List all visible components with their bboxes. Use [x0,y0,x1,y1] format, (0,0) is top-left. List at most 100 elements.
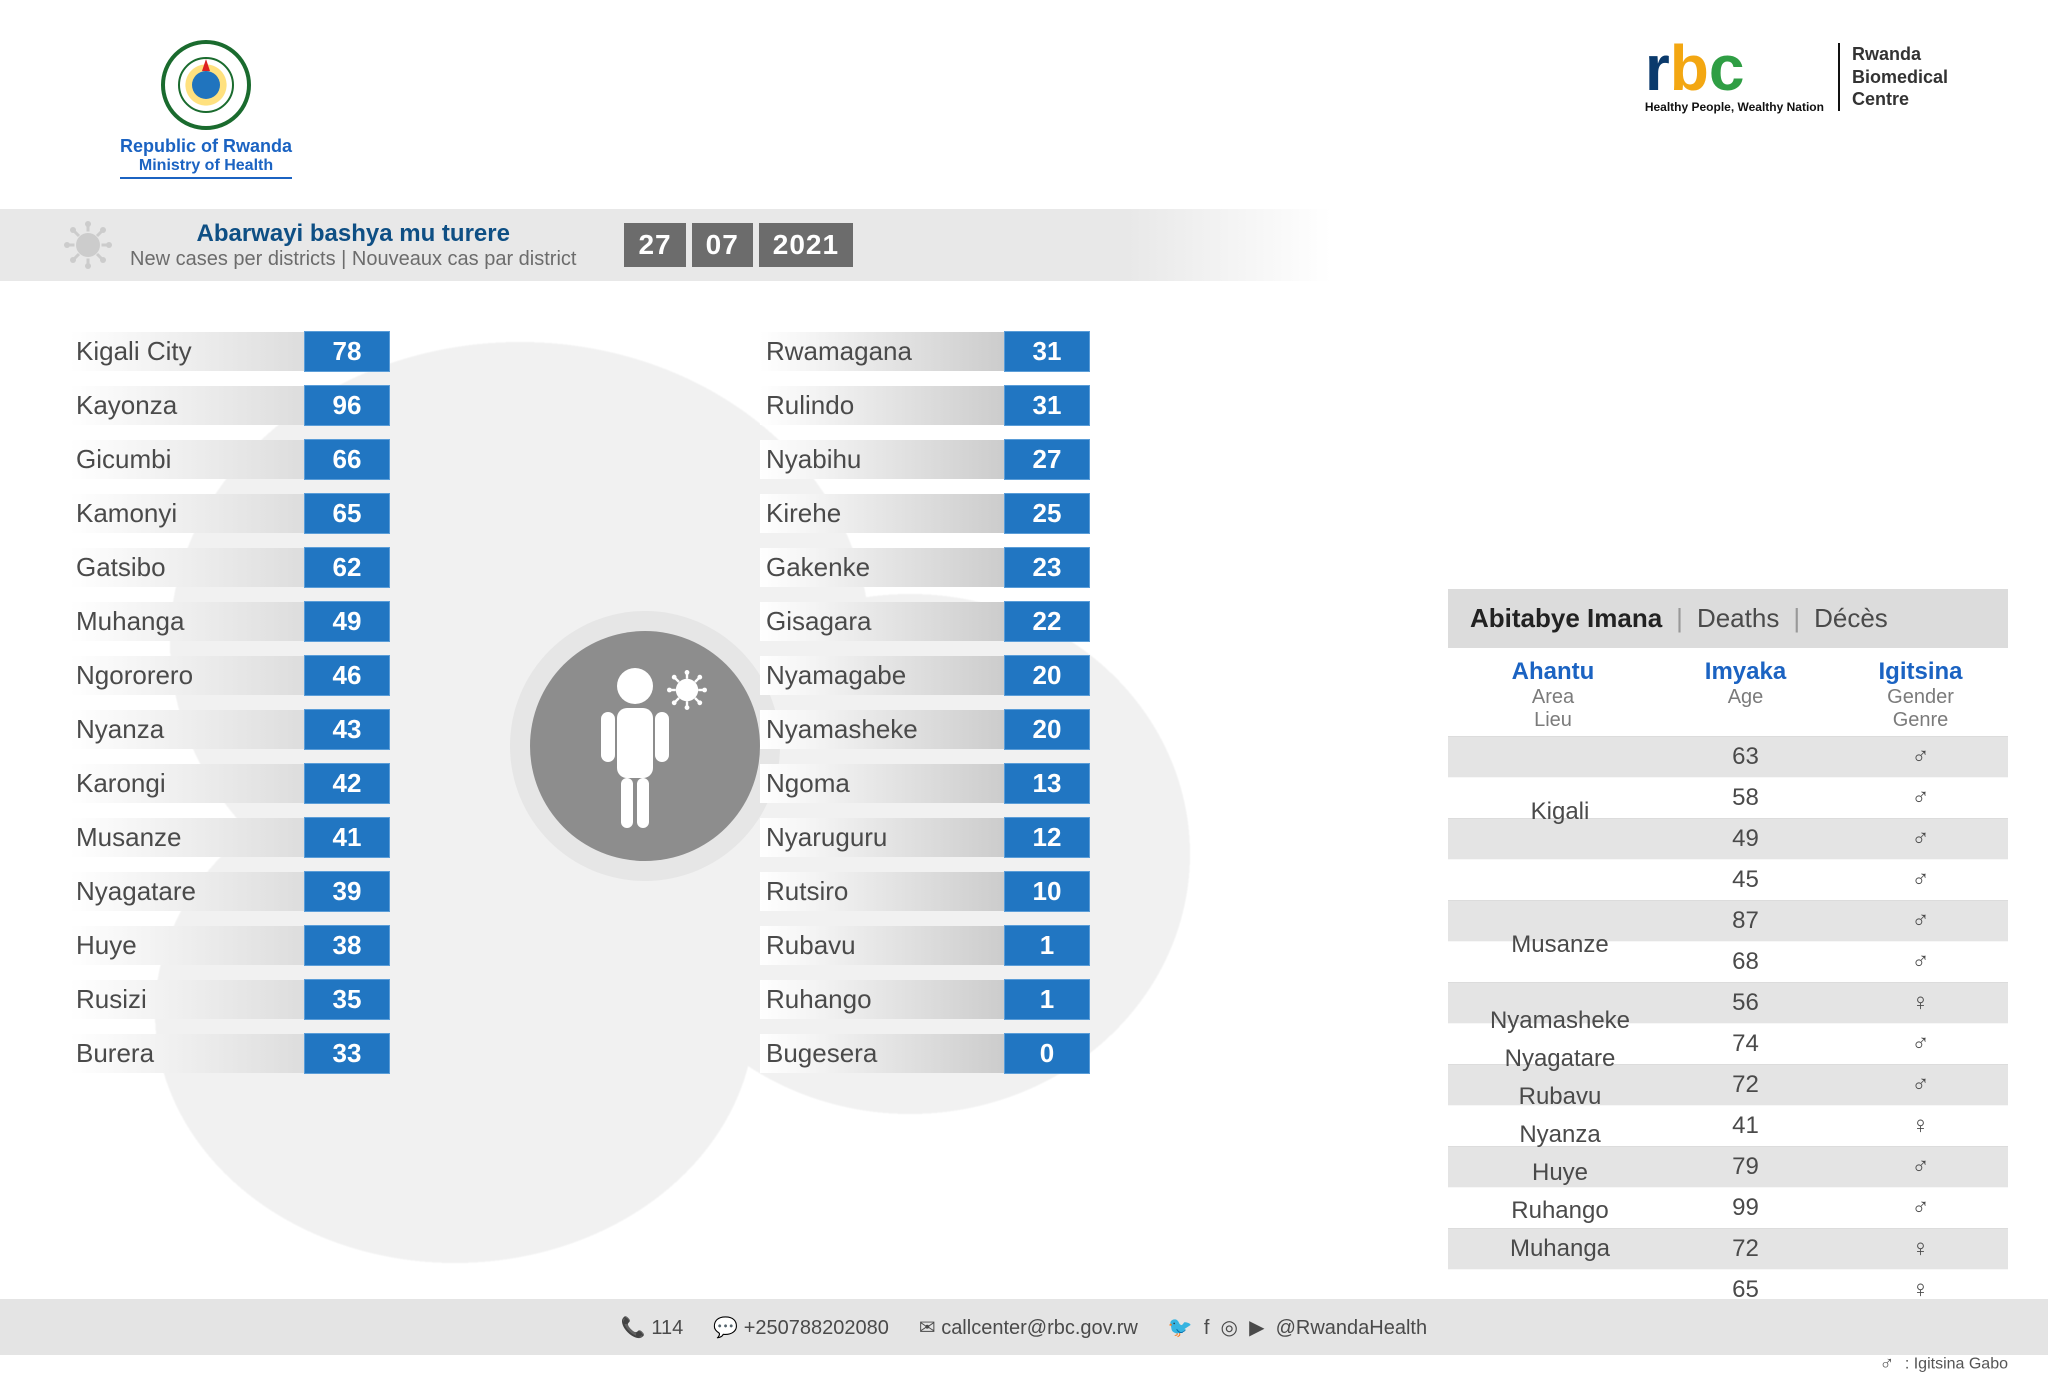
district-row: Rulindo31 [760,385,1090,425]
district-value: 1 [1004,925,1090,966]
email-icon: ✉ callcenter@rbc.gov.rw [919,1315,1138,1340]
death-row: 45♂ [1448,859,2008,900]
deaths-title-kn: Abitabye Imana [1470,603,1662,634]
district-row: Nyagatare39 [70,871,390,911]
rbc-name: RwandaBiomedicalCentre [1838,43,1948,111]
district-label: Rulindo [760,386,1004,425]
col-gender-fr: Genre [1833,709,2008,732]
district-label: Nyamasheke [760,710,1004,749]
district-value: 10 [1004,871,1090,912]
district-row: Rwamagana31 [760,331,1090,371]
death-gender: ♂ [1833,736,2008,777]
death-gender: ♂ [1833,1023,2008,1064]
district-value: 49 [304,601,390,642]
district-label: Rubavu [760,926,1004,965]
phone-icon: 📞 114 [621,1315,683,1340]
death-age: 58 [1658,777,1833,818]
district-label: Nyaruguru [760,818,1004,857]
death-gender: ♂ [1833,1064,2008,1105]
district-label: Ngoma [760,764,1004,803]
death-gender: ♀ [1833,1228,2008,1269]
date-day: 27 [624,223,685,267]
district-value: 33 [304,1033,390,1074]
death-gender: ♂ [1833,777,2008,818]
district-row: Gisagara22 [760,601,1090,641]
district-label: Ngororero [70,656,304,695]
district-label: Kamonyi [70,494,304,533]
district-value: 27 [1004,439,1090,480]
district-label: Ruhango [760,980,1004,1019]
district-row: Gicumbi66 [70,439,390,479]
district-value: 96 [304,385,390,426]
death-gender: ♂ [1833,941,2008,982]
deaths-header: Abitabye Imana | Deaths | Décès [1448,589,2008,648]
district-value: 66 [304,439,390,480]
district-value: 12 [1004,817,1090,858]
district-row: Kamonyi65 [70,493,390,533]
ministry-line2: Ministry of Health [120,157,292,179]
district-label: Karongi [70,764,304,803]
district-row: Rubavu1 [760,925,1090,965]
district-label: Nyanza [70,710,304,749]
district-label: Nyabihu [760,440,1004,479]
death-age: 63 [1658,736,1833,777]
district-row: Bugesera0 [760,1033,1090,1073]
death-area [1448,736,1658,777]
death-age: 72 [1658,1064,1833,1105]
district-row: Karongi42 [70,763,390,803]
district-value: 20 [1004,709,1090,750]
district-row: Nyanza43 [70,709,390,749]
death-gender: ♀ [1833,1105,2008,1146]
district-label: Nyagatare [70,872,304,911]
col-age-kn: Imyaka [1658,658,1833,686]
col-area-kn: Ahantu [1448,658,1658,686]
person-virus-icon [530,631,760,861]
death-age: 45 [1658,859,1833,900]
death-age: 68 [1658,941,1833,982]
district-label: Burera [70,1034,304,1073]
district-value: 13 [1004,763,1090,804]
district-label: Rusizi [70,980,304,1019]
deaths-title-en: Deaths [1697,603,1779,634]
legend-male: Igitsina Gabo [1914,1356,2008,1373]
death-gender: ♂ [1833,818,2008,859]
districts-chart: Kigali City78Kayonza96Gicumbi66Kamonyi65… [40,331,1250,1251]
district-label: Nyamagabe [760,656,1004,695]
death-age: 74 [1658,1023,1833,1064]
district-value: 78 [304,331,390,372]
date-month: 07 [692,223,753,267]
district-label: Gakenke [760,548,1004,587]
death-age: 49 [1658,818,1833,859]
footer: 📞 114 💬 +250788202080 ✉ callcenter@rbc.g… [0,1299,2048,1355]
district-row: Musanze41 [70,817,390,857]
date: 27 07 2021 [624,223,853,267]
death-area-label: Nyamasheke [1448,1007,1672,1035]
district-row: Nyaruguru12 [760,817,1090,857]
district-value: 0 [1004,1033,1090,1074]
district-value: 23 [1004,547,1090,588]
district-row: Gakenke23 [760,547,1090,587]
district-value: 65 [304,493,390,534]
death-row: 63♂ [1448,736,2008,777]
death-gender: ♂ [1833,900,2008,941]
district-value: 31 [1004,331,1090,372]
district-value: 39 [304,871,390,912]
deaths-table: 63♂58♂49♂45♂87♂68♂56♀74♂72♂41♀79♂99♂72♀6… [1448,736,2008,1310]
death-area-label: Nyagatare [1448,1045,1672,1073]
deaths-panel: Abitabye Imana | Deaths | Décès Ahantu A… [1448,589,2008,1376]
district-row: Muhanga49 [70,601,390,641]
rbc-mark-icon: rbc [1645,40,1824,98]
district-row: Kirehe25 [760,493,1090,533]
district-value: 46 [304,655,390,696]
deaths-title-fr: Décès [1814,603,1888,634]
district-row: Kigali City78 [70,331,390,371]
death-age: 99 [1658,1187,1833,1228]
district-label: Gisagara [760,602,1004,641]
col-age-en: Age [1658,686,1833,709]
district-label: Kirehe [760,494,1004,533]
district-label: Kigali City [70,332,304,371]
col-area-fr: Lieu [1448,709,1658,732]
death-area-label: Ruhango [1448,1197,1672,1225]
death-area-label: Kigali [1448,798,1672,826]
district-label: Kayonza [70,386,304,425]
